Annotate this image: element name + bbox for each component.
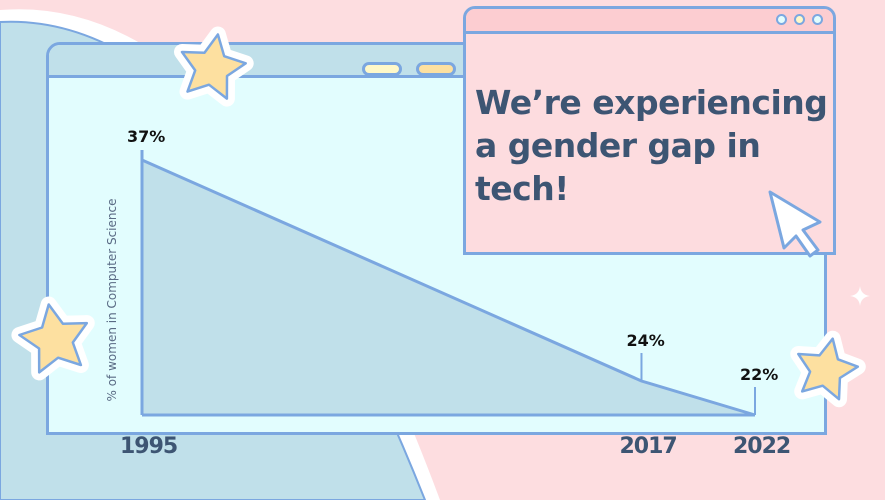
y-axis-label: % of women in Computer Science <box>105 198 119 402</box>
area-fill <box>142 160 755 415</box>
data-label: 22% <box>740 365 779 384</box>
headline-text: We’re experiencing a gender gap in tech! <box>475 83 828 208</box>
data-label: 37% <box>127 127 166 146</box>
sparkle-icon <box>850 286 870 306</box>
window-dot <box>812 14 823 25</box>
window-dot <box>776 14 787 25</box>
headline-window-titlebar <box>466 9 833 34</box>
window-pill-light <box>362 62 402 76</box>
window-dot <box>794 14 805 25</box>
data-label: 24% <box>626 331 665 350</box>
x-tick-label: 2017 <box>619 434 677 459</box>
x-tick-label: 2022 <box>733 434 791 459</box>
x-tick-label: 1995 <box>120 434 178 459</box>
headline-window: We’re experiencing a gender gap in tech! <box>463 6 836 255</box>
window-pill-yellow <box>416 62 456 76</box>
